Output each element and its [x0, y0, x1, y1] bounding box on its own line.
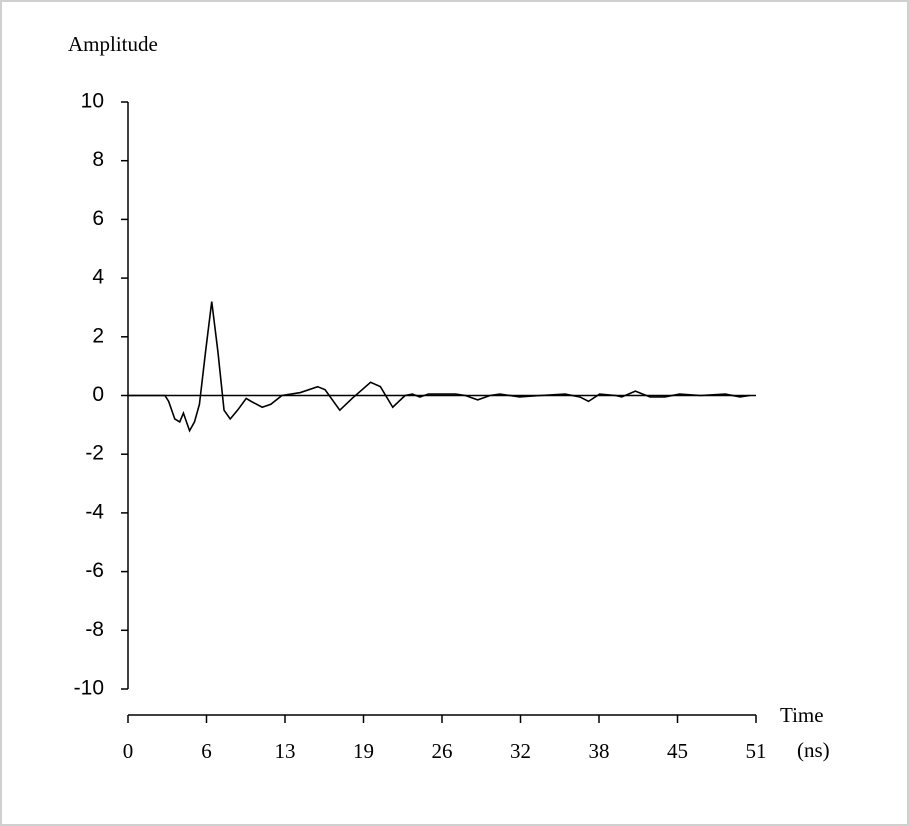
x-tick-label: 19: [353, 739, 374, 763]
x-tick-label: 13: [275, 739, 296, 763]
y-tick-label: -10: [74, 677, 104, 700]
x-tick-label: 26: [432, 739, 453, 763]
x-tick-label: 45: [667, 739, 688, 763]
y-tick-label: 0: [92, 383, 104, 406]
y-tick-label: -2: [85, 442, 104, 465]
x-tick-label: 32: [510, 739, 531, 763]
x-tick-label: 6: [201, 739, 212, 763]
data-line: [128, 301, 750, 433]
y-tick-label: 8: [92, 148, 104, 171]
y-tick-label: 10: [81, 90, 104, 113]
x-tick-label: 51: [746, 739, 767, 763]
x-axis-unit: (ns): [797, 738, 830, 762]
y-tick-label: 6: [92, 207, 104, 230]
y-tick-label: -8: [85, 618, 104, 641]
y-tick-label: 2: [92, 324, 104, 347]
x-tick-label: 0: [123, 739, 134, 763]
y-tick-label: -6: [85, 559, 104, 582]
y-tick-label: 4: [92, 266, 104, 289]
y-axis-title: Amplitude: [68, 32, 158, 56]
x-axis-title: Time: [780, 703, 824, 727]
x-tick-label: 38: [589, 739, 610, 763]
y-tick-label: -4: [85, 500, 104, 523]
